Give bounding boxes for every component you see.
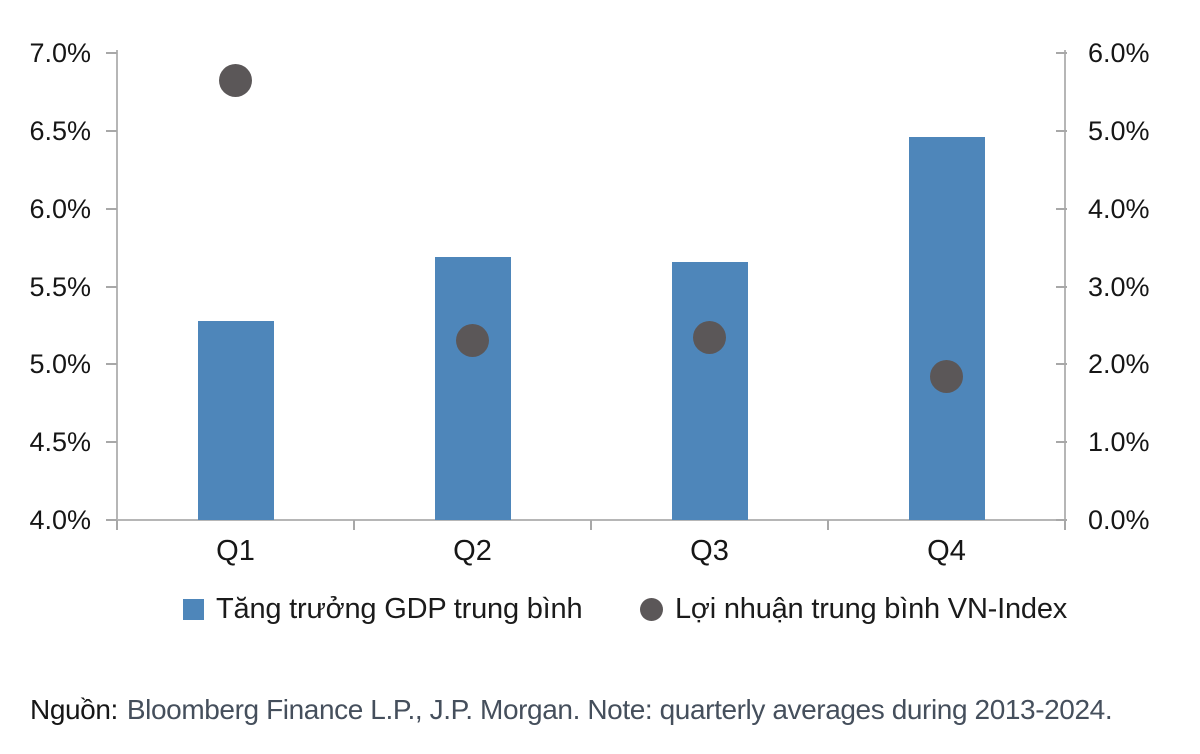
y-axis-right-tick bbox=[1056, 129, 1067, 132]
y-axis-left-tick bbox=[106, 441, 117, 444]
source-line: Nguồn: Bloomberg Finance L.P., J.P. Morga… bbox=[30, 694, 1113, 726]
y-axis-left-line bbox=[116, 50, 118, 530]
y-axis-right-tick-label: 2.0% bbox=[1088, 349, 1150, 380]
legend-square-marker-icon bbox=[183, 598, 204, 620]
source-text: Bloomberg Finance L.P., J.P. Morgan. Not… bbox=[126, 694, 1113, 725]
y-axis-left-tick bbox=[106, 363, 117, 366]
y-axis-right-tick bbox=[1056, 285, 1067, 288]
y-axis-right-tick bbox=[1056, 519, 1067, 521]
dot-q4 bbox=[930, 359, 963, 393]
y-axis-right-tick bbox=[1056, 207, 1067, 210]
y-axis-right-tick-label: 1.0% bbox=[1088, 427, 1150, 458]
legend-item-vnindex: Lợi nhuận trung bình VN-Index bbox=[640, 592, 1067, 626]
x-axis-line bbox=[106, 519, 1066, 521]
y-axis-left-tick bbox=[106, 52, 117, 54]
x-axis-boundary-tick bbox=[590, 520, 592, 530]
legend-item-gdp: Tăng trưởng GDP trung bình bbox=[183, 592, 583, 626]
x-axis-category-label: Q4 bbox=[927, 535, 966, 567]
y-axis-right-tick bbox=[1056, 363, 1067, 366]
y-axis-left-tick-label: 6.5% bbox=[29, 115, 91, 146]
bar-q1 bbox=[197, 320, 274, 520]
y-axis-right-tick-label: 5.0% bbox=[1088, 115, 1150, 146]
bar-q3 bbox=[671, 261, 748, 520]
dot-q3 bbox=[693, 320, 726, 354]
y-axis-left-tick-label: 4.5% bbox=[29, 427, 91, 458]
source-label: Nguồn: bbox=[30, 694, 118, 725]
x-axis-boundary-tick bbox=[827, 520, 829, 530]
y-axis-right-tick-label: 6.0% bbox=[1088, 38, 1150, 68]
y-axis-right-tick bbox=[1056, 441, 1067, 444]
bar-q2 bbox=[434, 256, 511, 520]
y-axis-right-line bbox=[1064, 50, 1066, 530]
x-axis-category-label: Q2 bbox=[453, 535, 492, 567]
y-axis-right-tick-label: 3.0% bbox=[1088, 271, 1150, 302]
legend-circle-marker-icon bbox=[640, 597, 663, 621]
y-axis-right-tick-label: 0.0% bbox=[1088, 505, 1150, 535]
y-axis-left-tick bbox=[106, 285, 117, 288]
x-axis-category-label: Q1 bbox=[216, 535, 255, 567]
dot-q2 bbox=[456, 324, 489, 358]
x-axis-boundary-tick bbox=[353, 520, 355, 530]
x-axis-boundary-tick bbox=[116, 520, 118, 530]
y-axis-left-tick-label: 5.0% bbox=[29, 349, 91, 380]
dot-q1 bbox=[219, 63, 252, 97]
y-axis-left-tick bbox=[106, 519, 117, 521]
y-axis-right-tick-label: 4.0% bbox=[1088, 193, 1150, 224]
bar-q4 bbox=[908, 137, 985, 520]
x-axis-category-label: Q3 bbox=[690, 535, 729, 567]
y-axis-left-tick-label: 6.0% bbox=[29, 193, 91, 224]
legend-label-vnindex: Lợi nhuận trung bình VN-Index bbox=[675, 592, 1068, 625]
y-axis-left-tick bbox=[106, 129, 117, 132]
y-axis-right-tick bbox=[1056, 52, 1067, 54]
y-axis-left-tick bbox=[106, 207, 117, 210]
x-axis-boundary-tick bbox=[1064, 520, 1066, 530]
y-axis-left-tick-label: 7.0% bbox=[29, 38, 91, 68]
y-axis-left-tick-label: 4.0% bbox=[29, 505, 91, 535]
y-axis-left-tick-label: 5.5% bbox=[29, 271, 91, 302]
legend-label-gdp: Tăng trưởng GDP trung bình bbox=[216, 592, 583, 625]
